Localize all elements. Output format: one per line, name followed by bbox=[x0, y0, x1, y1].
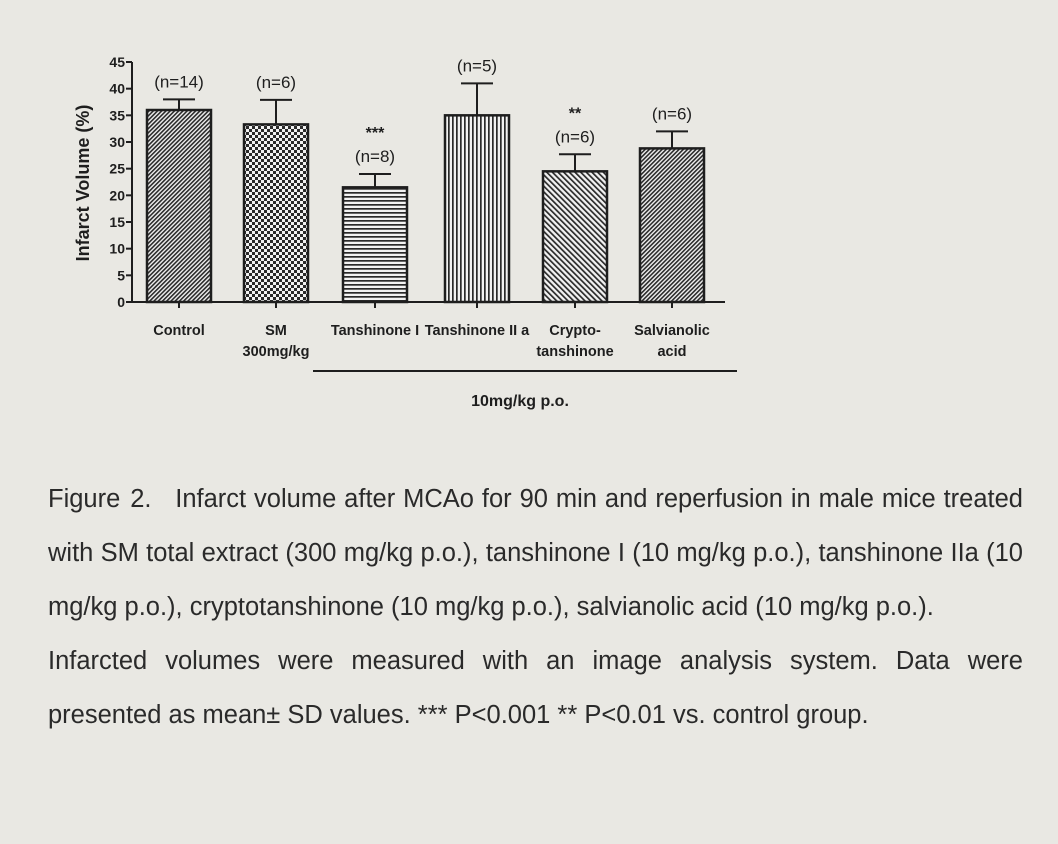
group-label: 10mg/kg p.o. bbox=[471, 393, 569, 410]
x-category-label: Tanshinone II a bbox=[425, 323, 530, 339]
x-category-label: Control bbox=[153, 323, 205, 339]
y-tick-label: 0 bbox=[117, 294, 125, 310]
x-category-label: 300mg/kg bbox=[243, 344, 310, 360]
significance-label: ** bbox=[569, 105, 582, 122]
y-tick-label: 15 bbox=[109, 214, 125, 230]
x-category-label: acid bbox=[657, 344, 686, 360]
y-tick-label: 45 bbox=[109, 54, 125, 70]
bar bbox=[541, 170, 609, 304]
bar bbox=[443, 114, 511, 304]
figure-caption: Figure 2. Infarct volume after MCAo for … bbox=[48, 472, 1023, 742]
x-category-label: Salvianolic bbox=[634, 323, 710, 339]
y-tick-label: 20 bbox=[109, 187, 125, 203]
bar bbox=[638, 147, 706, 304]
y-axis-label: Infarct Volume (%) bbox=[73, 105, 93, 262]
x-category-label: Tanshinone I bbox=[331, 323, 419, 339]
sample-size-label: (n=5) bbox=[457, 56, 497, 75]
sample-size-label: (n=6) bbox=[652, 104, 692, 123]
sample-size-label: (n=6) bbox=[555, 127, 595, 146]
y-tick-label: 10 bbox=[109, 241, 125, 257]
caption-text: Infarct volume after MCAo for 90 min and… bbox=[48, 485, 1023, 621]
caption-label: Figure 2. bbox=[48, 485, 152, 513]
bar bbox=[341, 186, 409, 304]
sample-size-label: (n=8) bbox=[355, 147, 395, 166]
x-category-label: SM bbox=[265, 323, 287, 339]
caption-main: Figure 2. Infarct volume after MCAo for … bbox=[48, 472, 1023, 634]
y-tick-label: 30 bbox=[109, 134, 125, 150]
sample-size-label: (n=6) bbox=[256, 73, 296, 92]
bar bbox=[145, 108, 213, 304]
caption-note: Infarcted volumes were measured with an … bbox=[48, 647, 1023, 729]
y-tick-label: 40 bbox=[109, 81, 125, 97]
y-tick-label: 5 bbox=[117, 267, 125, 283]
x-category-label: Crypto- bbox=[549, 323, 601, 339]
x-category-label: tanshinone bbox=[536, 344, 613, 360]
y-tick-label: 35 bbox=[109, 107, 125, 123]
bar-chart: 0 5 10 15 20 25 30 35 40 45 Infarct Volume (%) (n=1… bbox=[73, 54, 737, 410]
y-tick-label: 25 bbox=[109, 161, 125, 177]
sample-size-label: (n=14) bbox=[154, 72, 204, 91]
bar bbox=[242, 123, 310, 304]
significance-label: *** bbox=[366, 125, 385, 142]
